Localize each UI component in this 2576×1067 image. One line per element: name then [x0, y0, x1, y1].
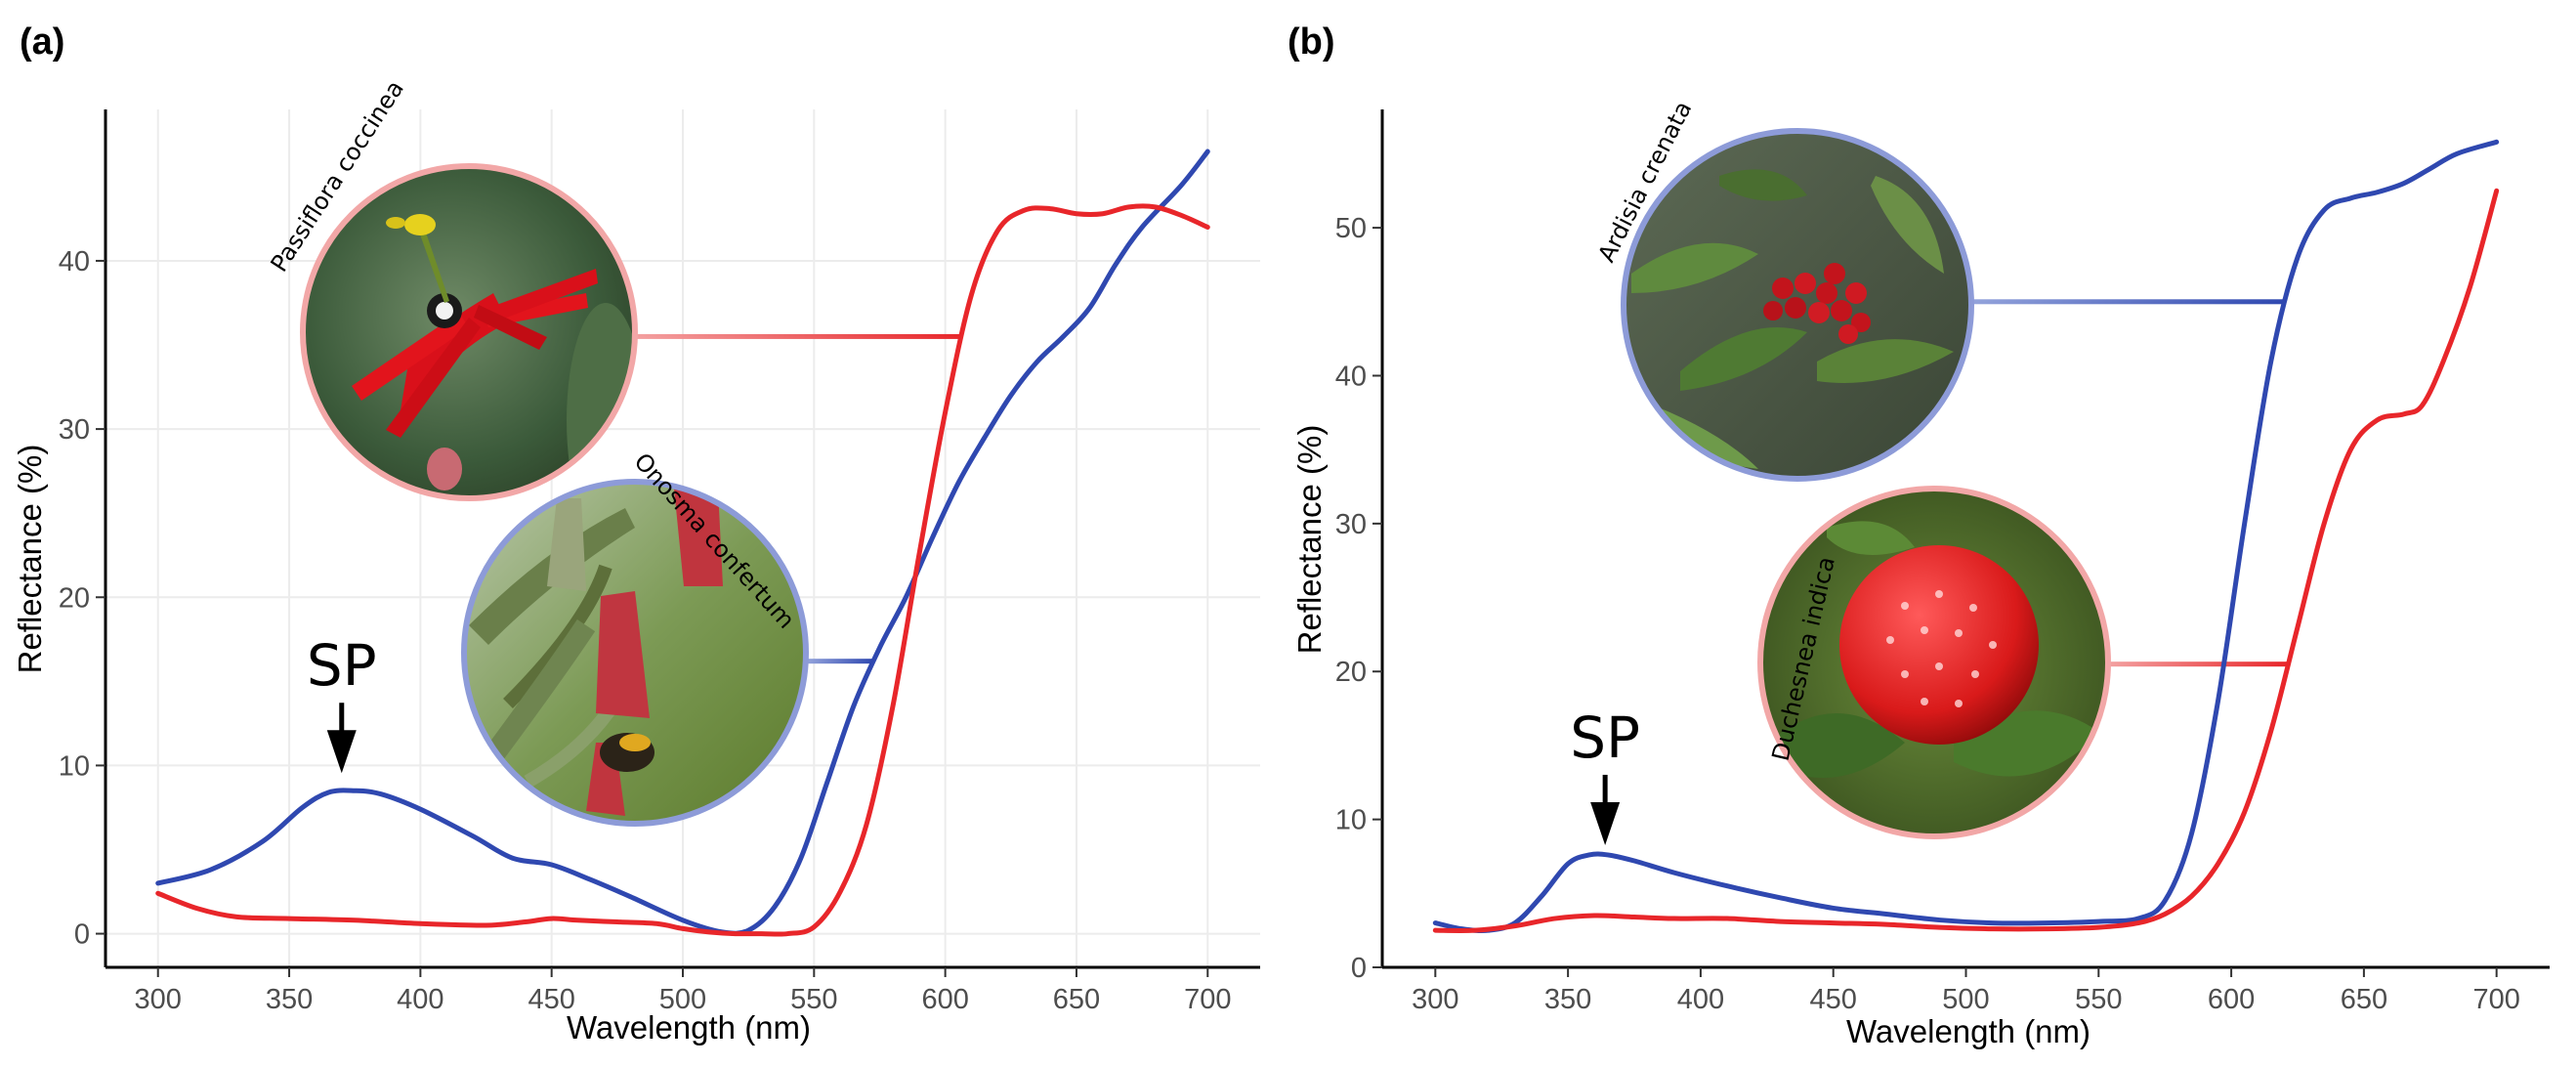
- panel-b: (b) 300 350 400 450 500 550 600 650 700 0 10 20 30 4…: [1288, 21, 2550, 1049]
- callout-line-onosma-confertum: [807, 659, 874, 664]
- panel-a-x-tick-label-300: 300: [135, 984, 182, 1015]
- panel-a-series: [155, 149, 1210, 937]
- series-line-onosma-confertum: [155, 149, 1210, 936]
- panel-a-x-tick-label-700: 700: [1184, 984, 1231, 1015]
- panel-a-y-ticks: 0 10 20 30 40: [59, 246, 106, 951]
- panel-a-y-tick-label-20: 20: [59, 582, 90, 614]
- panel-b-x-ticks: 300 350 400 450 500 550 600 650 700: [1412, 967, 2520, 1015]
- callout-line-passiflora-coccinea: [637, 333, 962, 339]
- panel-a-x-axis-title: Wavelength (nm): [567, 1009, 811, 1046]
- panel-a-y-tick-label-40: 40: [59, 246, 90, 277]
- ardisia-crenata-photo: [1621, 128, 1974, 482]
- panel-b-sp-annotation: SP: [1570, 704, 1640, 845]
- panel-b-sp-label: SP: [1570, 704, 1640, 771]
- panel-a-x-tick-label-400: 400: [397, 984, 443, 1015]
- panel-b-callout-lines: [1973, 299, 2289, 667]
- panel-b-x-tick-label-500: 500: [1942, 984, 1989, 1015]
- panel-a-x-tick-label-500: 500: [659, 984, 706, 1015]
- panel-b-y-tick-label-30: 30: [1335, 509, 1367, 540]
- panel-b-x-tick-label-600: 600: [2208, 984, 2255, 1015]
- panel-a-callout-lines: [637, 333, 962, 664]
- panel-a-y-tick-label-10: 10: [59, 750, 90, 782]
- series-line-ardisia-crenata: [1432, 139, 2500, 934]
- panel-b-x-tick-label-450: 450: [1810, 984, 1857, 1015]
- panel-a: (a) 300 350 400 450 500 550 600 650 700 0 10 20 30 4…: [12, 21, 1260, 1046]
- panel-b-y-tick-label-50: 50: [1335, 213, 1367, 244]
- panel-b-x-tick-label-550: 550: [2075, 984, 2122, 1015]
- panel-a-y-tick-label-30: 30: [59, 414, 90, 446]
- panel-a-y-tick-label-0: 0: [74, 919, 90, 951]
- panel-b-y-axis-title: Reflectance (%): [1291, 425, 1328, 655]
- series-line-duchesnea-indica: [1432, 188, 2500, 933]
- panel-b-x-tick-label-300: 300: [1412, 984, 1458, 1015]
- onosma-confertum-photo: [461, 479, 809, 827]
- panel-a-sp-arrow-head: [326, 730, 357, 774]
- panel-a-y-axis-title: Reflectance (%): [12, 445, 48, 674]
- panel-a-x-tick-label-350: 350: [266, 984, 313, 1015]
- panel-a-x-tick-label-600: 600: [921, 984, 968, 1015]
- panel-a-x-tick-label-650: 650: [1053, 984, 1100, 1015]
- panel-a-x-tick-label-550: 550: [790, 984, 837, 1015]
- panel-a-label: (a): [20, 21, 64, 63]
- panel-b-x-tick-label-400: 400: [1677, 984, 1724, 1015]
- panel-a-sp-label: SP: [307, 632, 377, 699]
- series-line-passiflora-coccinea: [155, 203, 1210, 937]
- panel-a-sp-annotation: SP: [307, 632, 377, 774]
- panel-b-x-tick-label-650: 650: [2341, 984, 2387, 1015]
- panel-b-x-tick-label-700: 700: [2472, 984, 2519, 1015]
- duchesnea-indica-photo: [1757, 486, 2111, 839]
- panel-b-label: (b): [1288, 21, 1335, 63]
- passiflora-coccinea-photo: [300, 163, 638, 501]
- panel-b-y-ticks: 0 10 20 30 40 50: [1335, 213, 1382, 984]
- panel-b-x-axis-title: Wavelength (nm): [1846, 1013, 2090, 1049]
- panel-b-y-tick-label-40: 40: [1335, 361, 1367, 392]
- panel-a-x-tick-label-450: 450: [528, 984, 574, 1015]
- panel-b-series: [1432, 139, 2500, 934]
- callout-line-ardisia-crenata: [1973, 299, 2287, 305]
- panel-a-x-ticks: 300 350 400 450 500 550 600 650 700: [135, 967, 1231, 1015]
- callout-line-duchesnea-indica: [2110, 662, 2289, 667]
- panel-b-x-tick-label-350: 350: [1544, 984, 1591, 1015]
- panel-b-y-tick-label-20: 20: [1335, 657, 1367, 688]
- panel-b-y-tick-label-0: 0: [1351, 953, 1367, 984]
- panel-b-sp-arrow-head: [1590, 801, 1621, 845]
- panel-b-y-tick-label-10: 10: [1335, 805, 1367, 836]
